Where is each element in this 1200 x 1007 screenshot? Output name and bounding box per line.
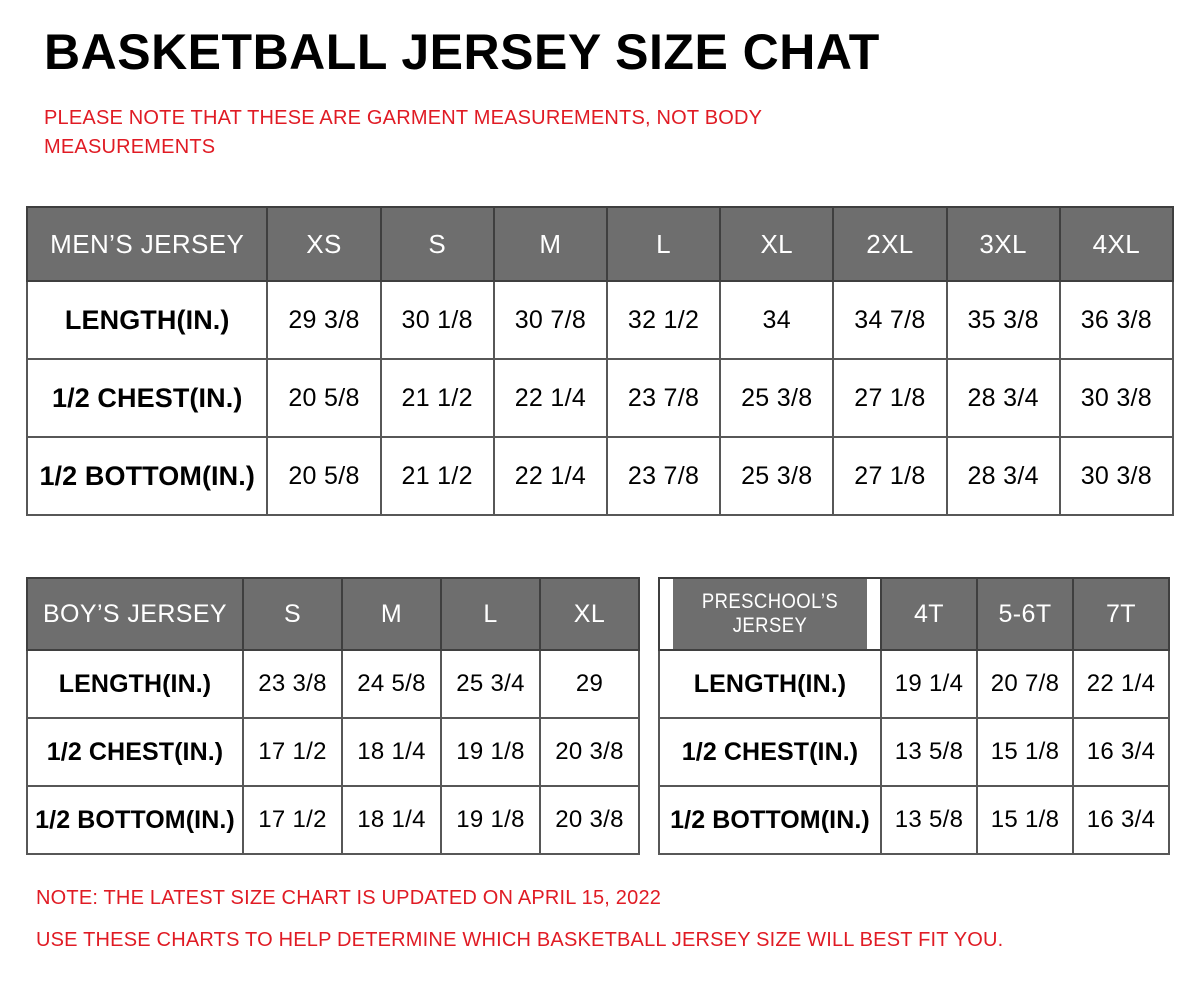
preschool-row-label-bottom: 1/2 BOTTOM(IN.) [658,785,882,855]
mens-chest-m: 22 1/4 [492,358,608,438]
mens-length-l: 32 1/2 [605,280,722,360]
boys-length-xl: 29 [539,649,640,719]
note-latest-update: NOTE: THE LATEST SIZE CHART IS UPDATED O… [36,887,662,909]
mens-size-header-3xl: 3XL [945,206,1061,282]
mens-chest-s: 21 1/2 [379,358,495,438]
preschool-chest-5-6t: 15 1/8 [976,717,1074,787]
boys-size-header-s: S [242,577,343,651]
mens-row-label-bottom: 1/2 BOTTOM(IN.) [25,436,269,516]
table-row: 1/2 CHEST(IN.) 13 5/8 15 1/8 16 3/4 [658,717,1170,787]
boys-length-s: 23 3/8 [242,649,343,719]
table-row: 1/2 CHEST(IN.) 17 1/2 18 1/4 19 1/8 20 3… [26,717,640,787]
mens-bottom-s: 21 1/2 [379,436,495,516]
boys-size-header-m: M [341,577,442,651]
boys-chest-xl: 20 3/8 [539,717,640,787]
preschool-chest-4t: 13 5/8 [880,717,978,787]
bottom-notes: NOTE: THE LATEST SIZE CHART IS UPDATED O… [36,888,1156,950]
mens-size-header-m: M [492,206,608,282]
table-row: LENGTH(IN.) 19 1/4 20 7/8 22 1/4 [658,649,1170,719]
boys-row-label-chest: 1/2 CHEST(IN.) [26,717,244,787]
boys-chest-s: 17 1/2 [242,717,343,787]
preschool-chest-7t: 16 3/4 [1072,717,1170,787]
table-row: LENGTH(IN.) 23 3/8 24 5/8 25 3/4 29 [26,649,640,719]
table-row: 1/2 CHEST(IN.) 20 5/8 21 1/2 22 1/4 23 7… [25,358,1175,438]
mens-length-s: 30 1/8 [379,280,495,360]
boys-row-label-bottom: 1/2 BOTTOM(IN.) [26,785,244,855]
mens-length-xl: 34 [719,280,835,360]
mens-length-4xl: 36 3/8 [1058,280,1175,360]
mens-length-2xl: 34 7/8 [832,280,948,360]
table-row: 1/2 BOTTOM(IN.) 17 1/2 18 1/4 19 1/8 20 … [26,785,640,855]
boys-chest-l: 19 1/8 [440,717,541,787]
table-row: 1/2 BOTTOM(IN.) 13 5/8 15 1/8 16 3/4 [658,785,1170,855]
preschool-table-header-row: PRESCHOOL’S JERSEY 4T 5-6T 7T [659,577,1170,651]
mens-size-header-l: L [605,206,722,282]
mens-length-m: 30 7/8 [492,280,608,360]
preschool-row-label-chest: 1/2 CHEST(IN.) [658,717,882,787]
boys-size-header-l: L [440,577,541,651]
mens-chest-2xl: 27 1/8 [832,358,948,438]
mens-length-3xl: 35 3/8 [945,280,1061,360]
mens-chest-xl: 25 3/8 [719,358,835,438]
preschool-size-header-7t: 7T [1072,577,1170,651]
mens-bottom-xl: 25 3/8 [719,436,835,516]
preschool-bottom-4t: 13 5/8 [880,785,978,855]
mens-chest-xs: 20 5/8 [266,358,382,438]
mens-bottom-4xl: 30 3/8 [1058,436,1175,516]
mens-size-header-s: S [379,206,495,282]
mens-chest-4xl: 30 3/8 [1058,358,1175,438]
mens-size-header-xs: XS [266,206,382,282]
mens-size-header-2xl: 2XL [832,206,948,282]
boys-bottom-s: 17 1/2 [242,785,343,855]
mens-chest-l: 23 7/8 [605,358,722,438]
table-row: LENGTH(IN.) 29 3/8 30 1/8 30 7/8 32 1/2 … [25,280,1175,360]
boys-table-header-row: BOY’S JERSEY S M L XL [26,577,640,651]
preschool-length-5-6t: 20 7/8 [976,649,1074,719]
preschool-bottom-5-6t: 15 1/8 [976,785,1074,855]
mens-bottom-3xl: 28 3/4 [945,436,1061,516]
boys-jersey-size-table: BOY’S JERSEY S M L XL LENGTH(IN.) 23 3/8… [26,577,640,855]
page-title: BASKETBALL JERSEY SIZE CHAT [44,24,880,80]
mens-bottom-l: 23 7/8 [605,436,722,516]
mens-chest-3xl: 28 3/4 [945,358,1061,438]
table-row: 1/2 BOTTOM(IN.) 20 5/8 21 1/2 22 1/4 23 … [25,436,1175,516]
mens-bottom-2xl: 27 1/8 [832,436,948,516]
preschool-bottom-7t: 16 3/4 [1072,785,1170,855]
boys-length-l: 25 3/4 [440,649,541,719]
mens-size-header-4xl: 4XL [1058,206,1175,282]
preschool-row-label-length: LENGTH(IN.) [658,649,882,719]
boys-length-m: 24 5/8 [341,649,442,719]
mens-row-label-chest: 1/2 CHEST(IN.) [25,358,269,438]
boys-bottom-l: 19 1/8 [440,785,541,855]
preschool-length-7t: 22 1/4 [1072,649,1170,719]
boys-bottom-m: 18 1/4 [341,785,442,855]
boys-chest-m: 18 1/4 [341,717,442,787]
note-use-charts: USE THESE CHARTS TO HELP DETERMINE WHICH… [36,929,1004,951]
mens-length-xs: 29 3/8 [266,280,382,360]
boys-header-label: BOY’S JERSEY [26,577,244,651]
preschool-jersey-size-table: PRESCHOOL’S JERSEY 4T 5-6T 7T LENGTH(IN.… [658,577,1170,855]
boys-size-header-xl: XL [539,577,640,651]
preschool-size-header-5-6t: 5-6T [976,577,1074,651]
boys-row-label-length: LENGTH(IN.) [26,649,244,719]
mens-table-header-row: MEN’S JERSEY XS S M L XL 2XL 3XL 4XL [25,206,1175,282]
preschool-size-header-4t: 4T [880,577,978,651]
mens-bottom-m: 22 1/4 [492,436,608,516]
garment-measurement-note: PLEASE NOTE THAT THESE ARE GARMENT MEASU… [44,107,762,158]
mens-size-header-xl: XL [719,206,835,282]
preschool-length-4t: 19 1/4 [880,649,978,719]
boys-bottom-xl: 20 3/8 [539,785,640,855]
mens-bottom-xs: 20 5/8 [266,436,382,516]
mens-row-label-length: LENGTH(IN.) [25,280,269,360]
mens-jersey-size-table: MEN’S JERSEY XS S M L XL 2XL 3XL 4XL LEN… [25,206,1175,516]
mens-header-label: MEN’S JERSEY [25,206,269,282]
preschool-header-label: PRESCHOOL’S JERSEY [671,577,869,651]
